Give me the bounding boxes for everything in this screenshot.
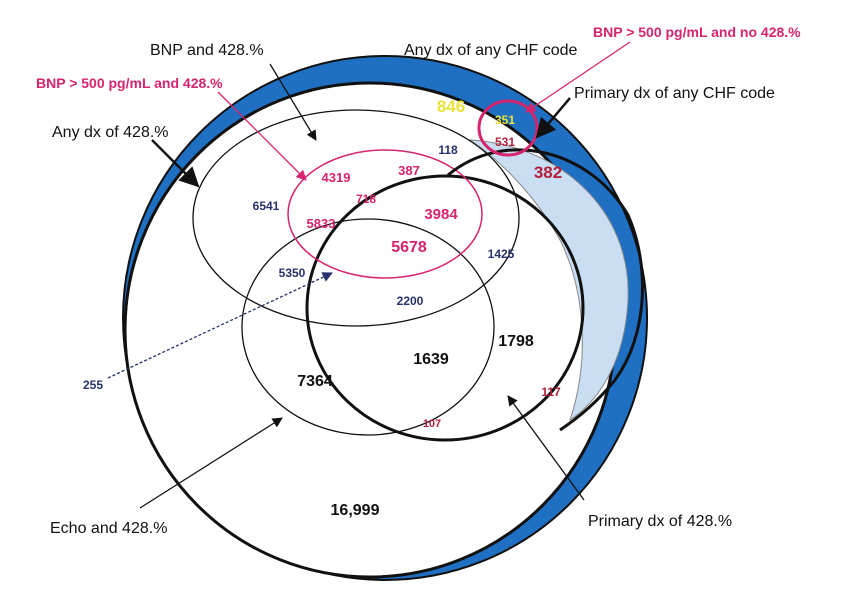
label-echo-and-428: Echo and 428.% (50, 520, 167, 537)
label-primary-dx-chf: Primary dx of any CHF code (574, 85, 775, 102)
count-387: 387 (398, 163, 420, 178)
count-846: 846 (437, 97, 465, 116)
count-117: 117 (541, 385, 561, 399)
arrow-255 (107, 272, 333, 379)
bnp-and-428-ellipse (192, 109, 520, 327)
count-3984: 3984 (424, 206, 458, 223)
count-4319: 4319 (322, 170, 351, 185)
count-2200: 2200 (397, 294, 424, 308)
label-bnp500-no-428: BNP > 500 pg/mL and no 428.% (593, 24, 801, 40)
arrow-primary-dx-chf (535, 97, 571, 139)
label-any-dx-chf: Any dx of any CHF code (404, 42, 578, 59)
label-bnp500-and-428: BNP > 500 pg/mL and 428.% (36, 75, 223, 91)
primary-dx-428-ellipse (305, 174, 585, 442)
count-1798: 1798 (498, 333, 534, 350)
count-5350: 5350 (279, 266, 306, 280)
count-1639: 1639 (413, 351, 449, 368)
arrow-any-dx-428 (151, 139, 200, 188)
count-5833: 5833 (307, 216, 336, 231)
arrow-bnp-and-428 (269, 63, 317, 141)
count-107: 107 (423, 418, 441, 430)
arrow-bnp500-no-428 (525, 41, 631, 113)
count-118: 118 (438, 143, 458, 157)
label-any-dx-428: Any dx of 428.% (52, 124, 169, 141)
count-7364: 7364 (297, 373, 333, 390)
count-5678: 5678 (391, 239, 427, 256)
count-16999: 16,999 (331, 502, 380, 519)
echo-and-428-ellipse (241, 218, 495, 436)
arrow-echo-and-428 (139, 417, 283, 509)
label-bnp-and-428: BNP and 428.% (150, 42, 264, 59)
count-6541: 6541 (253, 199, 280, 213)
count-718: 718 (356, 192, 376, 206)
arrow-bnp500-and-428 (217, 91, 307, 181)
bnp500-and-428-ellipse (287, 149, 483, 279)
count-1425: 1425 (488, 247, 515, 261)
count-382: 382 (534, 163, 562, 182)
label-primary-dx-428: Primary dx of 428.% (588, 513, 732, 530)
count-531: 531 (495, 135, 515, 149)
count-255: 255 (83, 378, 103, 392)
arrow-primary-dx-428 (507, 395, 585, 501)
count-351: 351 (495, 113, 515, 127)
